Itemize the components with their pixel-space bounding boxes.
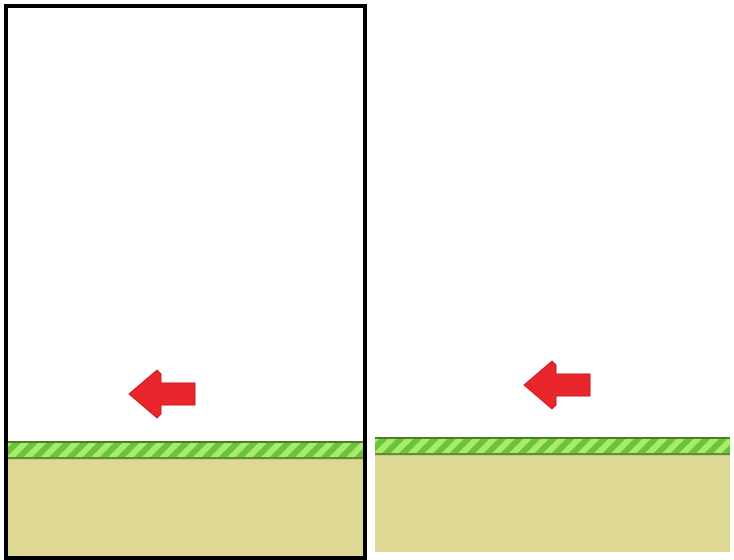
grass-strip (8, 441, 363, 459)
arrow-left-icon (127, 368, 197, 420)
dirt-ground (8, 459, 363, 556)
arrow-left-icon (522, 359, 592, 411)
game-panel-selected[interactable] (4, 4, 367, 560)
dirt-ground (375, 455, 730, 552)
grass-strip (375, 437, 730, 455)
game-panel[interactable] (375, 0, 730, 552)
